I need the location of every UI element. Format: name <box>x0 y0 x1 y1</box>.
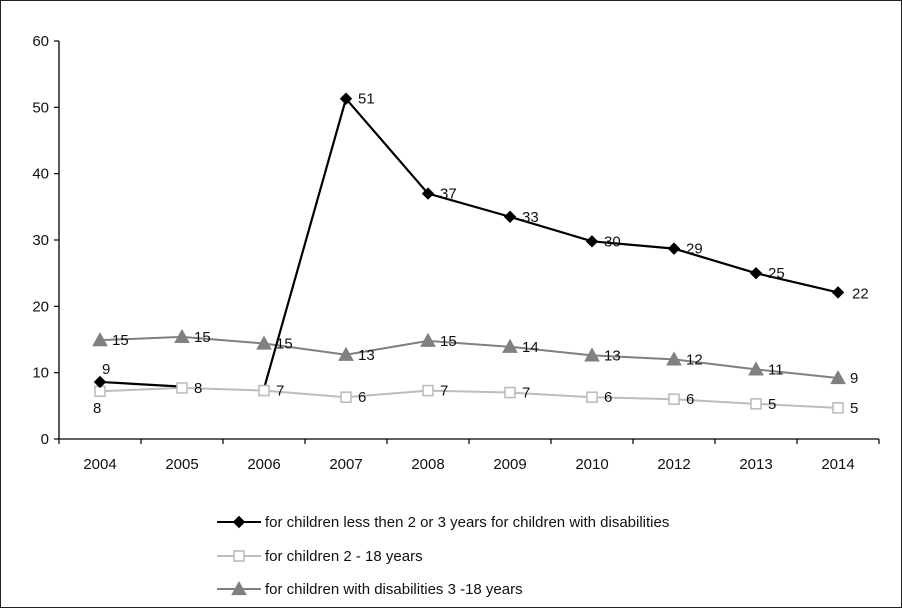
data-label: 6 <box>358 389 366 406</box>
data-label: 13 <box>604 347 621 364</box>
data-label: 7 <box>276 383 284 400</box>
series-line <box>99 335 839 379</box>
data-point-diamond <box>421 187 435 200</box>
data-label: 12 <box>686 351 703 368</box>
x-tick-label: 2009 <box>493 456 526 473</box>
data-point-square <box>504 386 516 399</box>
legend: for children less then 2 or 3 years for … <box>217 514 669 598</box>
y-tick-label: 30 <box>32 232 49 249</box>
data-point-square <box>176 382 188 394</box>
legend-entry-label: for children less then 2 or 3 years for … <box>265 514 669 531</box>
data-label: 9 <box>102 361 110 378</box>
axes: 0 10 20 30 40 50 60 2004 2005 2006 2007 2008 2009 201… <box>32 33 880 473</box>
x-tick-label: 2005 <box>165 456 198 473</box>
data-label: 29 <box>686 241 703 258</box>
x-tick-label: 2013 <box>739 456 772 473</box>
data-label: 5 <box>850 400 858 417</box>
data-label: 25 <box>768 265 785 282</box>
series-line <box>99 380 183 388</box>
data-point-triangle <box>666 351 682 366</box>
data-point-triangle <box>830 369 846 385</box>
data-label: 15 <box>440 333 457 350</box>
y-tick-label: 20 <box>32 298 49 315</box>
legend-entry-label: for children with disabilities 3 -18 yea… <box>265 581 523 598</box>
data-label: 15 <box>276 335 293 352</box>
series-markers <box>92 92 846 414</box>
data-label: 7 <box>522 385 530 402</box>
data-label: 13 <box>358 347 375 364</box>
data-label: 15 <box>194 329 211 346</box>
y-tick-label: 60 <box>32 33 49 50</box>
data-point-diamond <box>667 242 681 255</box>
x-tick-label: 2010 <box>575 456 608 473</box>
data-label: 51 <box>358 91 375 108</box>
data-point-diamond <box>749 266 763 280</box>
data-label: 8 <box>93 400 101 417</box>
data-point-square <box>422 384 434 397</box>
data-point-square <box>668 393 680 406</box>
x-tick-label: 2012 <box>657 456 690 473</box>
data-label: 9 <box>850 370 858 387</box>
x-tick-label: 2006 <box>247 456 280 473</box>
series-lines <box>99 96 839 409</box>
data-point-diamond <box>585 235 599 248</box>
data-point-triangle <box>584 347 600 362</box>
data-point-triangle <box>420 332 436 347</box>
data-label: 5 <box>768 396 776 413</box>
legend-swatch-marker <box>233 550 245 562</box>
data-point-square <box>832 402 844 414</box>
data-point-diamond <box>93 375 107 389</box>
y-tick-label: 40 <box>32 166 49 183</box>
data-label: 8 <box>194 380 202 397</box>
data-point-triangle <box>502 338 518 353</box>
legend-swatch-marker <box>231 580 247 596</box>
x-tick-label: 2007 <box>329 456 362 473</box>
x-tick-label: 2004 <box>83 456 116 473</box>
y-tick-label: 10 <box>32 365 49 382</box>
data-label: 15 <box>112 332 129 349</box>
x-tick-label: 2008 <box>411 456 444 473</box>
data-point-square <box>258 384 270 397</box>
data-point-diamond <box>503 210 517 223</box>
data-label: 22 <box>852 285 869 302</box>
x-tick-label: 2014 <box>821 456 854 473</box>
data-label: 33 <box>522 209 539 226</box>
data-labels: 9 51 37 33 30 29 25 22 8 8 7 6 7 7 6 6 5 5 15 15 15 13 15 14 13 1… <box>93 91 869 418</box>
data-label: 37 <box>440 186 457 203</box>
legend-swatch-marker <box>232 515 246 529</box>
data-point-square <box>340 391 352 404</box>
data-point-diamond <box>831 286 845 299</box>
data-label: 11 <box>768 361 784 378</box>
series-line <box>99 386 839 409</box>
data-point-triangle <box>338 346 354 361</box>
data-label: 6 <box>686 391 694 408</box>
data-point-diamond <box>339 92 353 105</box>
data-point-triangle <box>748 361 764 376</box>
data-point-triangle <box>256 335 272 350</box>
data-point-triangle <box>92 332 108 347</box>
data-label: 6 <box>604 389 612 406</box>
data-label: 7 <box>440 383 448 400</box>
series-line <box>262 96 839 389</box>
data-point-square <box>750 398 762 410</box>
data-point-triangle <box>174 328 190 343</box>
y-tick-label: 50 <box>32 99 49 116</box>
data-label: 14 <box>522 339 539 356</box>
y-tick-label: 0 <box>41 431 49 448</box>
data-point-square <box>586 391 598 404</box>
legend-entry-label: for children 2 - 18 years <box>265 548 423 565</box>
data-label: 30 <box>604 233 621 250</box>
